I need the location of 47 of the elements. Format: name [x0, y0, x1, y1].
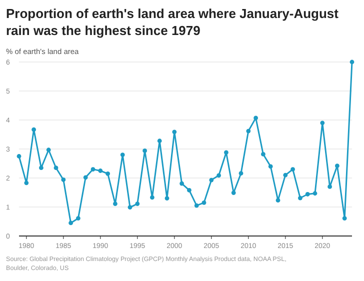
point [276, 198, 280, 203]
point [283, 172, 288, 178]
chart-title: Proportion of earth's land area where January-August rain was the highest since 1979 [6, 6, 340, 38]
point [32, 127, 36, 132]
point [254, 116, 258, 120]
point [128, 205, 132, 210]
point [290, 167, 295, 172]
point [83, 175, 88, 180]
point [350, 60, 354, 64]
point [98, 168, 103, 173]
point [312, 191, 318, 196]
point [135, 202, 140, 206]
point [90, 167, 96, 172]
point [298, 196, 302, 200]
point [164, 196, 170, 200]
point [216, 173, 221, 178]
point [172, 130, 177, 134]
point [142, 148, 147, 153]
point [180, 181, 184, 186]
point [61, 178, 66, 182]
point [305, 192, 310, 196]
point [24, 180, 29, 186]
point [261, 152, 266, 156]
point [113, 202, 118, 206]
point [268, 164, 273, 169]
point [120, 152, 125, 157]
point [202, 200, 206, 205]
point [106, 171, 110, 176]
point [238, 171, 244, 176]
point [328, 184, 332, 189]
point [16, 154, 22, 158]
point [187, 188, 192, 192]
point [54, 166, 58, 170]
point [209, 178, 214, 182]
point [246, 128, 251, 134]
point [224, 150, 228, 155]
point [39, 166, 44, 170]
point [68, 220, 73, 226]
point [320, 120, 325, 126]
point [76, 216, 80, 221]
point [231, 190, 236, 195]
point [157, 138, 162, 144]
point [194, 203, 199, 208]
point [150, 195, 154, 200]
point [335, 164, 340, 168]
point [46, 148, 51, 152]
point [342, 216, 347, 221]
